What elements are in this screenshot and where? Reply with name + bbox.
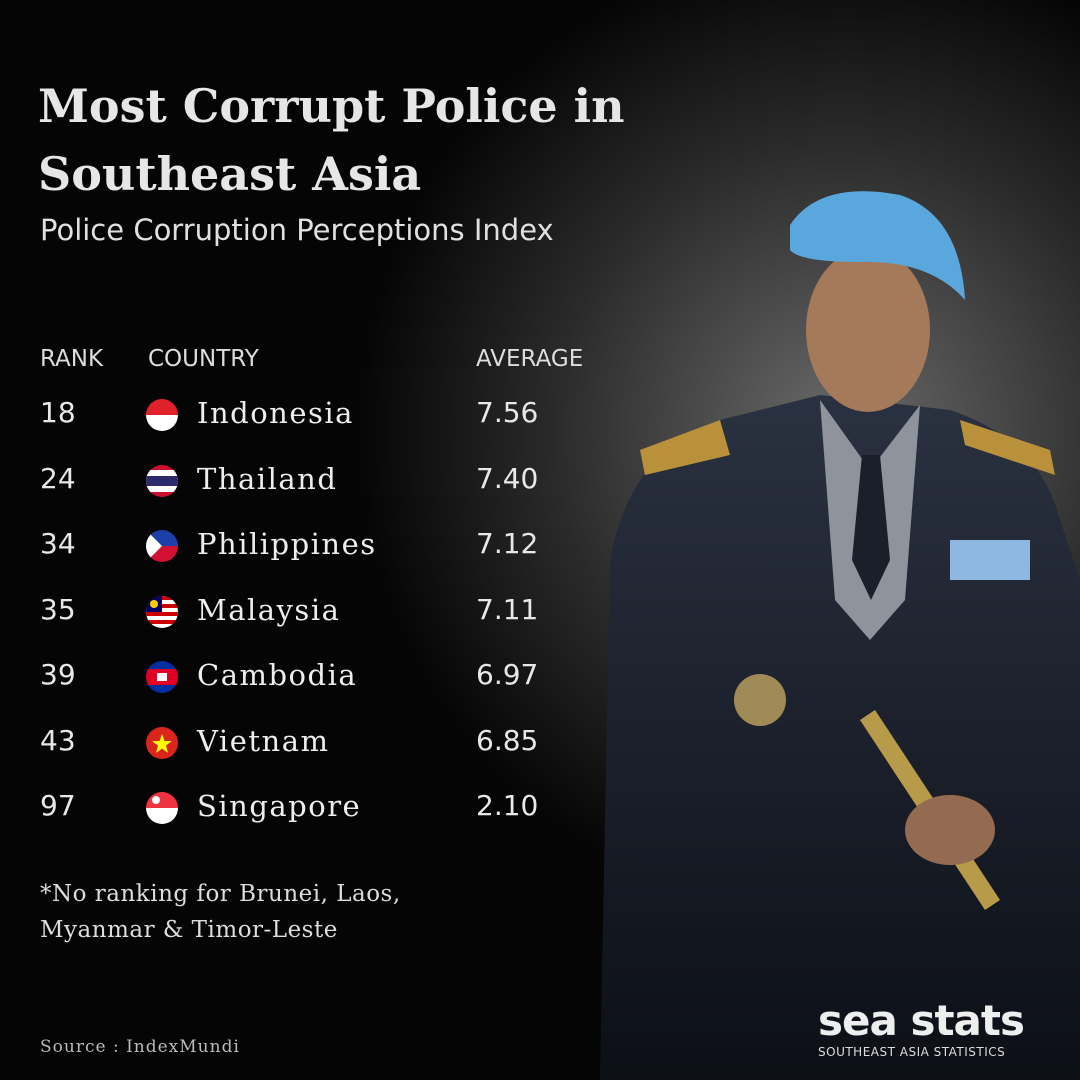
flag-icon [146, 464, 178, 501]
logo: sea stats [818, 996, 1025, 1045]
flag-icon [146, 399, 178, 435]
average: 7.40 [476, 461, 539, 495]
average: 2.10 [476, 789, 539, 822]
column-header: COUNTRY [148, 346, 259, 372]
average: 7.11 [476, 592, 539, 626]
flag-icon [146, 595, 178, 632]
flag [146, 661, 178, 693]
flag-icon [146, 530, 178, 566]
flag [146, 726, 178, 759]
flag [146, 792, 178, 824]
source: Source : IndexMundi [40, 1037, 240, 1057]
average: 7.56 [476, 396, 539, 429]
table-row: 35 Malaysia 7.11 [0, 593, 700, 643]
average: 6.97 [476, 658, 539, 691]
country-name: Thailand [197, 461, 338, 496]
country-name: Indonesia [197, 396, 354, 430]
country-name: Philippines [197, 527, 377, 561]
average: 6.85 [476, 723, 539, 757]
rank: 39 [40, 658, 76, 691]
rank: 24 [40, 461, 76, 495]
flag [146, 399, 178, 431]
footnote: *No ranking for Brunei, Laos, Myanmar & … [40, 881, 401, 943]
rank: 97 [40, 789, 76, 822]
table-row: 18 Indonesia 7.56 [0, 396, 700, 446]
country-name: Malaysia [197, 592, 341, 627]
flag [146, 530, 178, 562]
column-header: AVERAGE [476, 346, 584, 372]
country-name: Vietnam [197, 723, 330, 758]
column-header: RANK [40, 346, 104, 372]
flag-icon [146, 661, 178, 697]
rank: 18 [40, 396, 76, 429]
title: Most Corrupt Police in Southeast Asia [38, 79, 625, 201]
rank: 35 [40, 592, 76, 626]
table-row: 39 Cambodia 6.97 [0, 658, 700, 708]
table-row: 24 Thailand 7.40 [0, 462, 700, 512]
flag-icon [146, 726, 178, 763]
table-row: 43 Vietnam 6.85 [0, 724, 700, 774]
average: 7.12 [476, 527, 539, 560]
subtitle: Police Corruption Perceptions Index [40, 213, 554, 247]
logo-tagline: SOUTHEAST ASIA STATISTICS [818, 1045, 1006, 1059]
rank: 43 [40, 723, 76, 757]
country-name: Singapore [197, 789, 362, 823]
rank: 34 [40, 527, 76, 560]
table-row: 97 Singapore 2.10 [0, 789, 700, 839]
flag-icon [146, 792, 178, 828]
country-name: Cambodia [197, 658, 358, 692]
flag [146, 464, 178, 497]
table-row: 34 Philippines 7.12 [0, 527, 700, 577]
flag [146, 595, 178, 628]
